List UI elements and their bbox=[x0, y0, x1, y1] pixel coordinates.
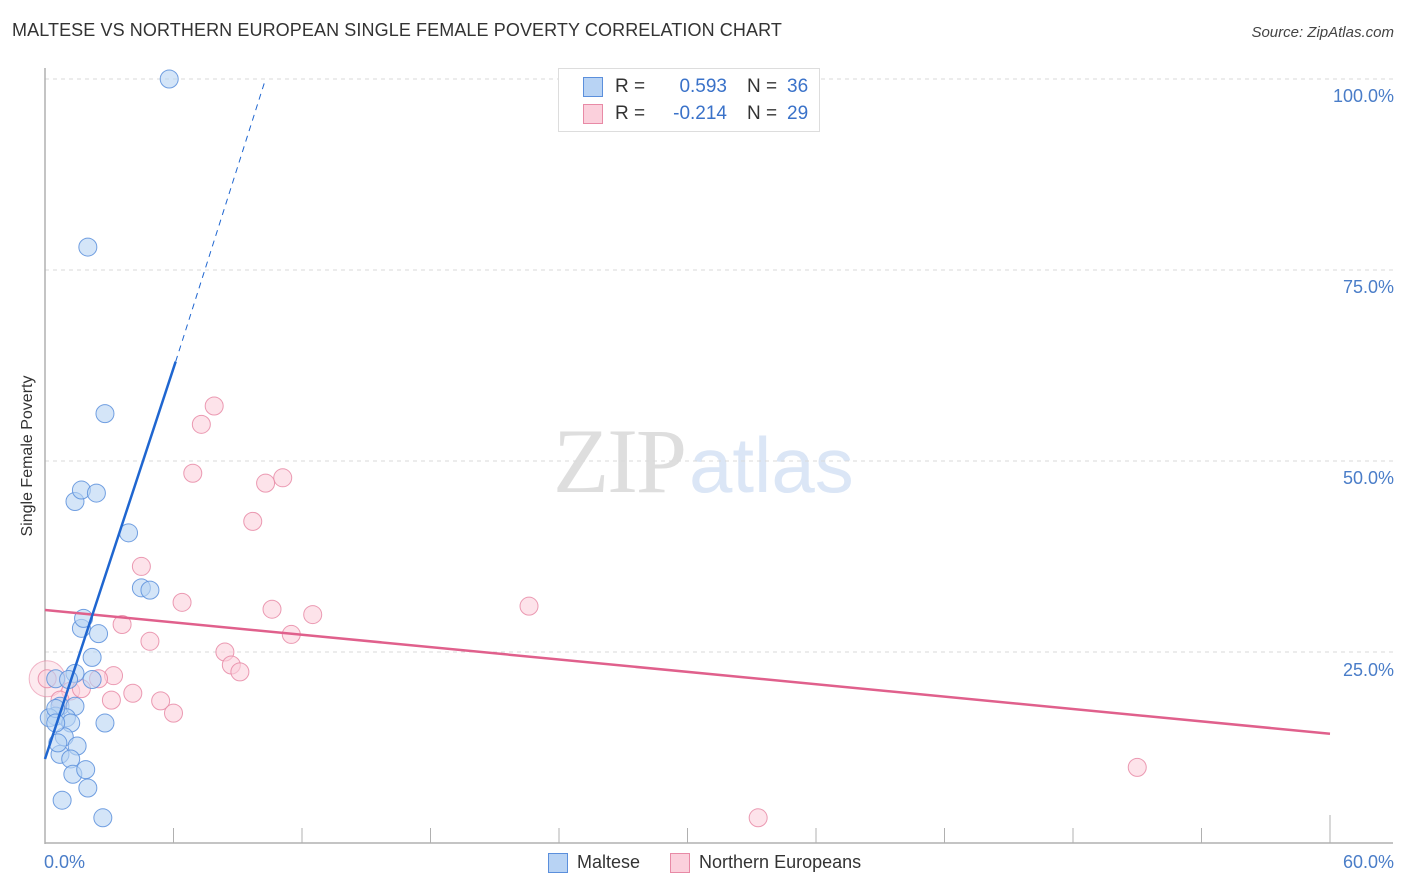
northern-europeans-point bbox=[230, 662, 250, 682]
n-label: N = bbox=[747, 103, 778, 124]
y-tick-100: 100.0% bbox=[1332, 86, 1394, 106]
northern-europeans-point bbox=[101, 690, 121, 710]
chart-title: MALTESE VS NORTHERN EUROPEAN SINGLE FEMA… bbox=[12, 20, 782, 40]
northern-europeans-point bbox=[140, 631, 160, 651]
maltese-point bbox=[82, 647, 102, 667]
watermark-atlas: atlas bbox=[689, 421, 854, 509]
y-tick-25: 25.0% bbox=[1342, 660, 1394, 680]
northern-europeans-point bbox=[303, 605, 323, 625]
northern-europeans-point bbox=[748, 808, 768, 828]
y-axis-label: Single Female Poverty bbox=[19, 375, 36, 537]
legend-item-maltese[interactable]: Maltese bbox=[548, 852, 640, 873]
x-tick-0: 0.0% bbox=[44, 852, 86, 872]
maltese-point bbox=[48, 733, 68, 753]
maltese-point bbox=[95, 404, 115, 424]
stats-row-northern-europeans: R = -0.214 N = 29 bbox=[583, 102, 808, 126]
maltese-point bbox=[159, 69, 179, 89]
northern-europeans-point bbox=[256, 473, 276, 493]
northern-europeans-point bbox=[112, 614, 132, 634]
r-label: R = bbox=[615, 76, 646, 97]
northern-europeans-point bbox=[204, 396, 224, 416]
northern-europeans-trendline bbox=[44, 608, 1331, 735]
maltese-point bbox=[78, 778, 98, 798]
northern-europeans-point bbox=[123, 683, 143, 703]
maltese-point bbox=[82, 670, 102, 690]
series-legend: Maltese Northern Europeans bbox=[548, 852, 891, 873]
maltese-point bbox=[140, 580, 160, 600]
n-value: 36 bbox=[787, 76, 809, 97]
r-value: 0.593 bbox=[679, 76, 727, 97]
maltese-point bbox=[78, 237, 98, 257]
northern-europeans-point bbox=[164, 703, 183, 723]
northern-europeans-point bbox=[183, 463, 203, 483]
maltese-swatch-icon bbox=[583, 77, 603, 97]
northern-europeans-point bbox=[151, 691, 171, 711]
northern-europeans-point bbox=[172, 592, 192, 612]
y-tick-75: 75.0% bbox=[1342, 277, 1394, 297]
northern-europeans-point bbox=[191, 414, 211, 434]
maltese-point bbox=[86, 483, 106, 503]
northern-europeans-swatch-icon bbox=[583, 104, 603, 124]
legend-item-northern-europeans[interactable]: Northern Europeans bbox=[670, 852, 861, 873]
northern-europeans-point bbox=[131, 556, 151, 576]
maltese-point bbox=[93, 808, 113, 828]
northern-europeans-point bbox=[273, 468, 293, 488]
r-label: R = bbox=[615, 103, 646, 124]
northern-europeans-swatch-icon bbox=[670, 852, 691, 873]
stats-row-maltese: R = 0.593 N = 36 bbox=[583, 75, 808, 99]
maltese-trendline-extension bbox=[175, 78, 267, 362]
n-value: 29 bbox=[787, 103, 809, 124]
maltese-point bbox=[52, 790, 72, 810]
maltese-point bbox=[76, 760, 96, 780]
stats-legend: R = 0.593 N = 36 R = -0.214 N = 29 bbox=[558, 68, 820, 132]
legend-label-northern-europeans: Northern Europeans bbox=[699, 852, 862, 872]
r-value: -0.214 bbox=[673, 103, 727, 124]
maltese-swatch-icon bbox=[548, 852, 568, 873]
maltese-point bbox=[89, 624, 109, 644]
n-label: N = bbox=[747, 76, 778, 97]
maltese-trendline bbox=[43, 361, 177, 760]
northern-europeans-point bbox=[1127, 757, 1147, 777]
source-label: Source: ZipAtlas.com bbox=[1251, 24, 1394, 41]
maltese-point bbox=[95, 713, 115, 733]
y-tick-50: 50.0% bbox=[1342, 468, 1394, 488]
northern-europeans-point bbox=[519, 596, 539, 616]
northern-europeans-point bbox=[243, 511, 263, 531]
x-tick-60: 60.0% bbox=[1342, 852, 1394, 872]
legend-label-maltese: Maltese bbox=[577, 852, 641, 872]
northern-europeans-point bbox=[262, 599, 282, 619]
